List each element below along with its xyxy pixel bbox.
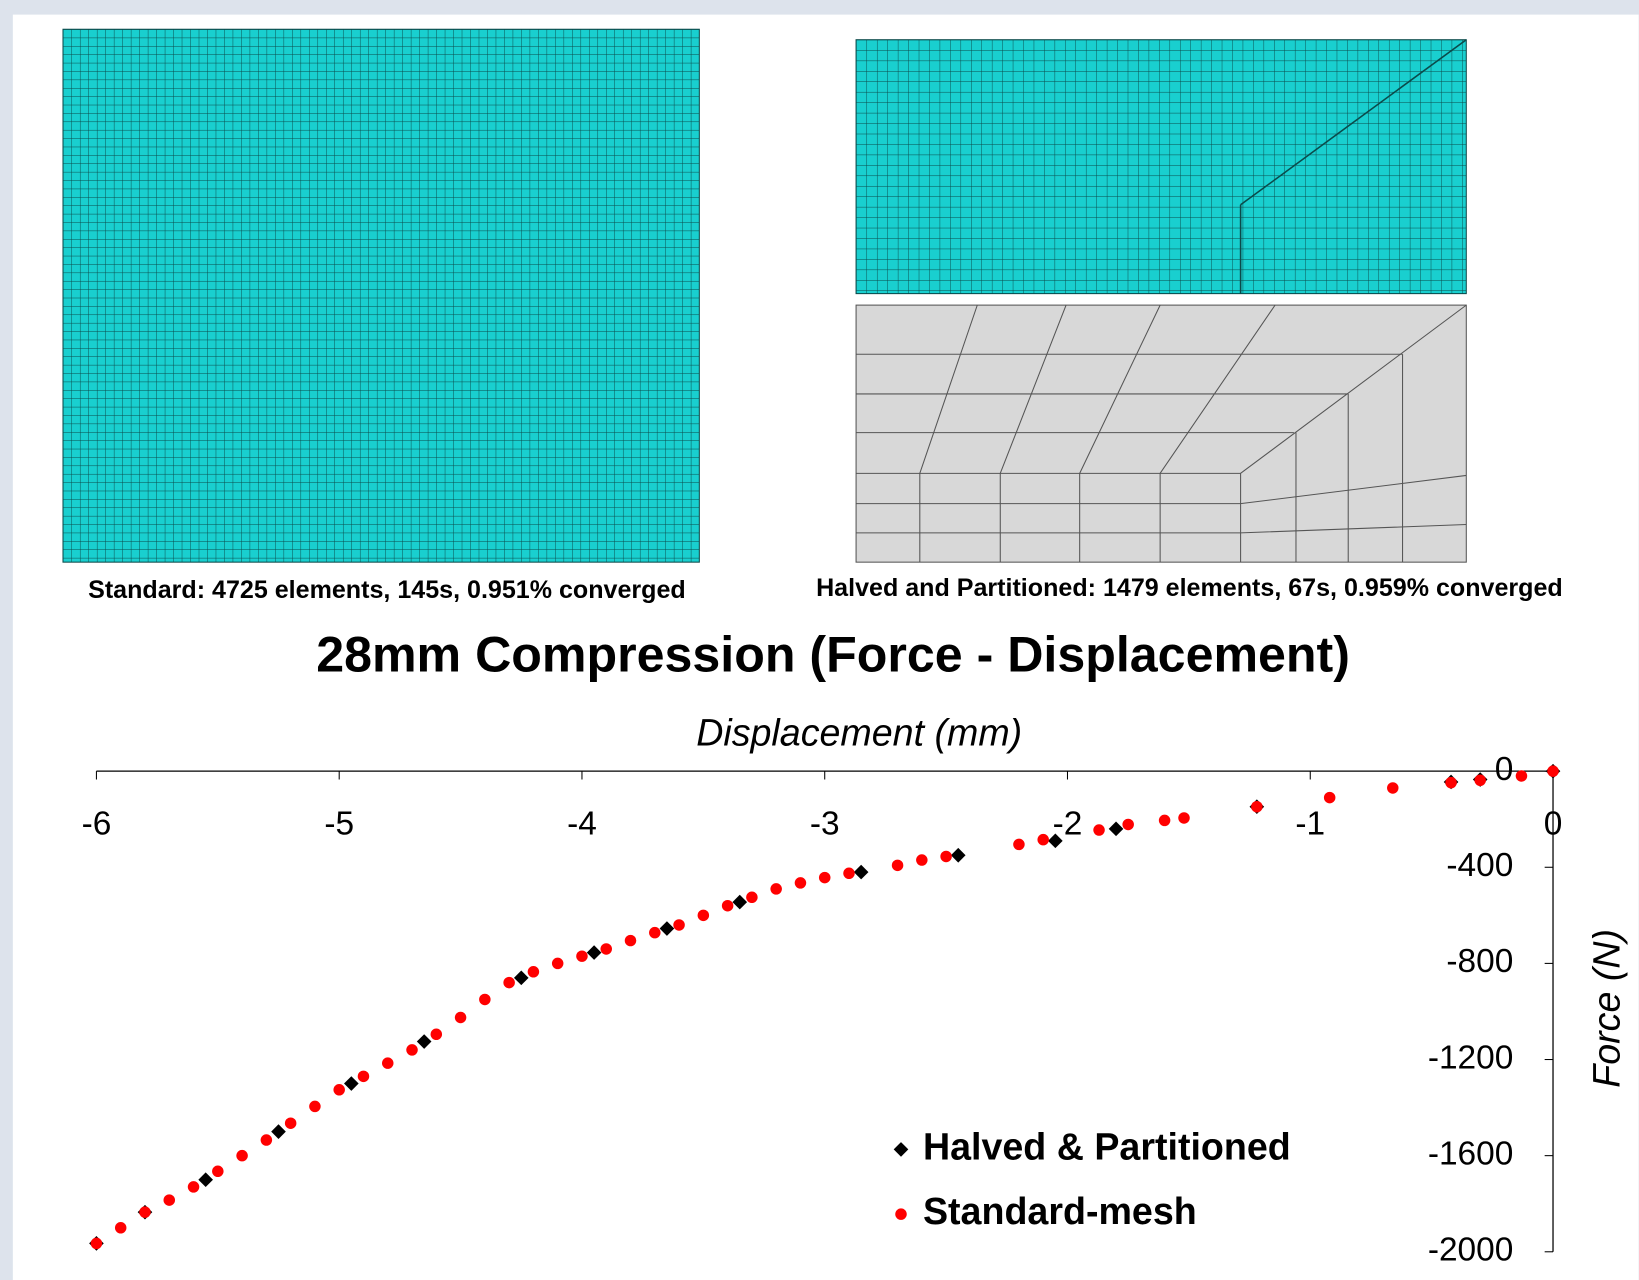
y-tick-label: -1200 [1428,1039,1513,1076]
figure: Standard: 4725 elements, 145s, 0.951% co… [0,0,1639,1280]
data-point [164,1194,175,1205]
data-point [212,1166,223,1177]
data-point [261,1134,272,1145]
data-point [625,935,636,946]
data-point [698,910,709,921]
data-point [1122,819,1133,830]
y-tick-label: -1600 [1428,1135,1513,1172]
data-point [819,872,830,883]
data-point [139,1206,150,1217]
legend-label: Halved & Partitioned [923,1125,1291,1167]
data-point [843,868,854,879]
legend-label: Standard-mesh [923,1190,1197,1232]
data-point [1159,815,1170,826]
data-point [1387,782,1398,793]
data-point [795,877,806,888]
page: {"captions": ["Standard: 4725 elements, … [0,0,1639,1280]
data-point [479,994,490,1005]
data-point [1474,775,1485,786]
data-point [722,900,733,911]
data-point [916,854,927,865]
data-point [455,1012,466,1023]
y-tick-label: -800 [1446,943,1513,980]
data-point [1324,792,1335,803]
x-tick-label: 0 [1544,805,1563,842]
x-tick-label: -5 [324,805,354,842]
legend-marker [895,1208,906,1219]
data-point [1093,824,1104,835]
x-axis-label: Displacement (mm) [696,712,1022,754]
y-axis-label: Force (N) [1585,929,1627,1088]
data-point [552,958,563,969]
data-point [1178,812,1189,823]
data-point [503,977,514,988]
data-point [1013,839,1024,850]
data-point [333,1084,344,1095]
data-point [406,1044,417,1055]
data-point [600,943,611,954]
data-point [649,927,660,938]
data-point [382,1057,393,1068]
data-point [746,892,757,903]
data-point [188,1181,199,1192]
caption: Halved and Partitioned: 1479 elements, 6… [816,574,1563,602]
data-point [115,1222,126,1233]
data-point [528,966,539,977]
data-point [1547,765,1558,776]
data-point [576,950,587,961]
data-point [309,1101,320,1112]
caption: Standard: 4725 elements, 145s, 0.951% co… [88,576,686,604]
data-point [1445,777,1456,788]
data-point [91,1238,102,1249]
data-point [770,883,781,894]
data-point [236,1150,247,1161]
data-point [1251,801,1262,812]
x-tick-label: -1 [1295,805,1325,842]
y-tick-label: -400 [1446,847,1513,884]
x-tick-label: -4 [567,805,597,842]
standard-mesh-image [63,29,699,562]
data-point [1516,770,1527,781]
data-point [1037,834,1048,845]
x-tick-label: -3 [810,805,840,842]
partitioned-mesh-image [856,40,1466,294]
data-point [358,1071,369,1082]
data-point [892,860,903,871]
data-point [940,851,951,862]
data-point [285,1117,296,1128]
chart-title: 28mm Compression (Force - Displacement) [316,627,1350,683]
y-tick-label: 0 [1495,751,1514,788]
x-tick-label: -6 [82,805,112,842]
data-point [431,1029,442,1040]
partition-detail-image [856,305,1466,562]
data-point [673,919,684,930]
y-tick-label: -2000 [1428,1232,1513,1269]
